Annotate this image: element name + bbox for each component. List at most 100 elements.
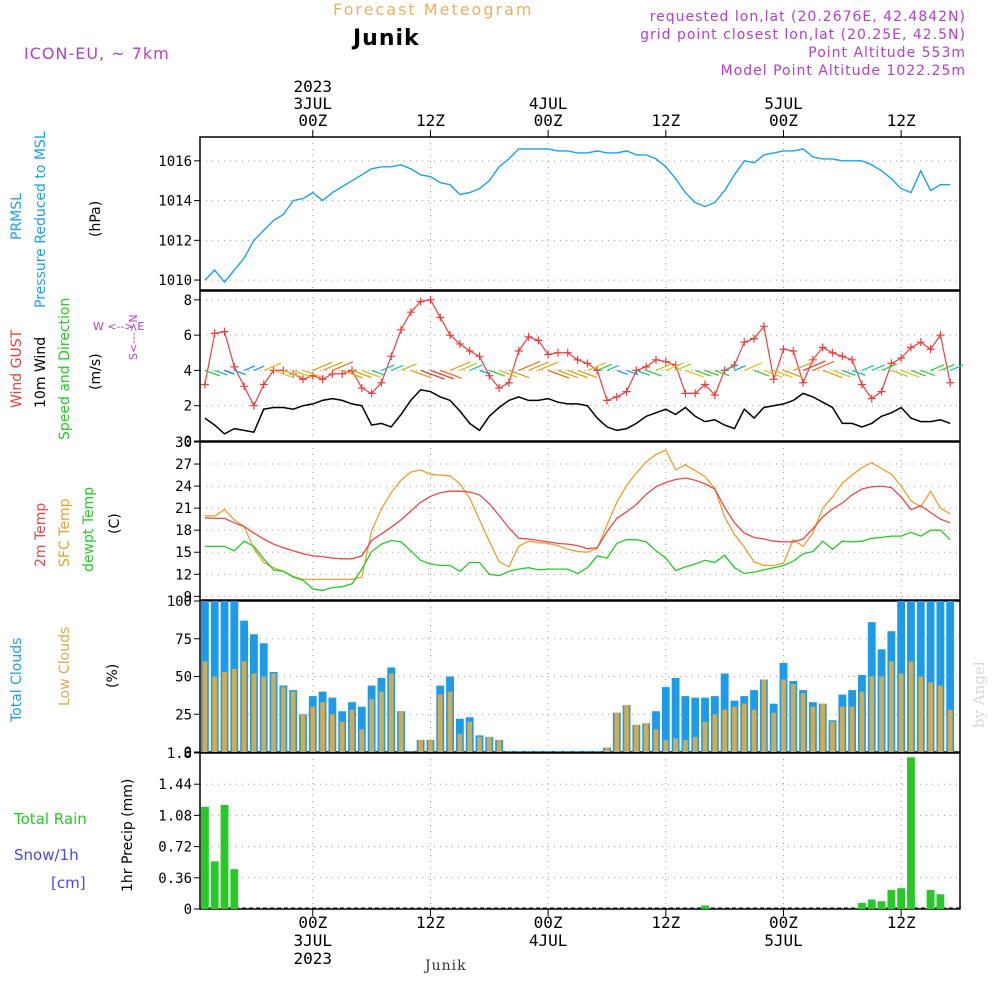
y-tick-label: 1.8	[167, 746, 192, 762]
gust-point	[563, 348, 572, 357]
wind-direction-arrow	[734, 365, 746, 372]
total-cloud-bar	[593, 751, 602, 752]
low-cloud-bar	[663, 739, 669, 752]
rain-bar	[200, 806, 209, 909]
total-cloud-bar	[406, 751, 415, 752]
gust-point	[416, 297, 425, 306]
wind-direction-arrow	[390, 364, 404, 372]
low-cloud-bar	[251, 673, 257, 752]
temp-unit: (C)	[107, 513, 123, 534]
low-cloud-bar	[869, 676, 875, 752]
low-cloud-bar	[477, 736, 482, 752]
y-tick-label: 100	[167, 594, 192, 610]
gust-point	[220, 327, 229, 336]
gust-point	[377, 378, 386, 387]
low-cloud-bar	[839, 706, 845, 752]
y-tick-label: 0.72	[158, 840, 192, 856]
time-label-bottom: 2023	[294, 949, 333, 968]
low-cloud-bar	[800, 693, 806, 752]
low-cloud-bar	[741, 703, 747, 752]
y-tick-label: 27	[175, 457, 192, 473]
y-tick-label: 12	[175, 567, 192, 583]
gust-line	[204, 299, 951, 408]
wind-direction-arrow	[763, 369, 783, 378]
credit-watermark: by Angel	[970, 661, 988, 728]
gust-point	[387, 352, 396, 361]
gust-point	[210, 329, 219, 338]
y-tick-label: 30	[175, 435, 192, 451]
y-tick-label: 8	[184, 293, 192, 309]
rain-bar	[897, 888, 906, 909]
wind-direction-arrow	[851, 369, 866, 376]
total-cloud-bar	[504, 751, 513, 752]
time-label-top: 3JUL	[294, 94, 333, 113]
wind-direction-arrow	[214, 369, 228, 376]
low-cloud-bar	[359, 729, 365, 752]
gust-point	[573, 355, 582, 364]
time-label-bottom: 12Z	[887, 913, 916, 932]
chart-title: Forecast Meteogram	[333, 0, 534, 19]
wind-direction-arrow	[498, 369, 518, 378]
wind-direction-arrow	[518, 360, 541, 372]
y-tick-label: 4	[184, 363, 192, 379]
rain-bar	[858, 902, 866, 909]
wind-direction-arrow	[636, 369, 650, 376]
rain-bar	[877, 901, 886, 909]
low-cloud-bar	[369, 699, 374, 752]
total-cloud-bar	[514, 751, 523, 752]
gust-point	[916, 338, 925, 347]
low-clouds-label: Low Clouds	[57, 626, 73, 706]
precip-axis-label: 1hr Precip (mm)	[120, 778, 136, 892]
low-cloud-bar	[457, 733, 463, 752]
low-cloud-bar	[702, 721, 708, 752]
gust-point	[318, 375, 327, 384]
low-cloud-bar	[643, 723, 649, 752]
wind-direction-arrow	[283, 369, 302, 378]
point-altitude: Point Altitude 553m	[808, 45, 966, 61]
wind-direction-arrow	[744, 362, 762, 372]
low-cloud-bar	[820, 703, 826, 752]
y-tick-label: 21	[175, 501, 192, 517]
wind-direction-arrow	[783, 369, 804, 379]
gust-point	[514, 347, 523, 355]
rain-bar	[867, 899, 876, 909]
wind-direction-arrow	[430, 369, 454, 380]
total-cloud-bar	[946, 601, 955, 752]
wind-direction-arrow	[479, 369, 491, 375]
wind-direction-arrow	[900, 369, 920, 378]
clouds-unit: (%)	[105, 663, 121, 688]
gust-point	[828, 348, 837, 357]
gust-point	[446, 331, 455, 340]
wind-direction-arrow	[822, 369, 843, 379]
wind-direction-arrow	[773, 369, 793, 378]
time-label-bottom: 00Z	[534, 913, 563, 932]
gust-point	[946, 378, 955, 387]
y-tick-label: 9	[184, 589, 192, 605]
low-cloud-bar	[761, 679, 767, 752]
wind-dir-label: Speed and Direction	[57, 297, 73, 440]
wind-direction-arrow	[410, 369, 432, 379]
wind-direction-arrow	[361, 369, 381, 378]
wind-direction-arrow	[793, 361, 814, 372]
low-cloud-bar	[712, 714, 718, 752]
total-cloud-bar	[573, 751, 582, 752]
gust-point	[485, 371, 494, 380]
gust-point	[495, 384, 504, 393]
wind-direction-arrow	[538, 361, 559, 372]
total-clouds-label: Total Clouds	[9, 637, 25, 722]
low-cloud-bar	[320, 702, 325, 752]
gust-point	[877, 387, 886, 396]
gust-point	[720, 366, 729, 375]
wind-direction-arrow	[557, 369, 579, 379]
wind-direction-arrow	[547, 369, 570, 379]
gust-point	[857, 380, 866, 389]
wind-direction-arrow	[655, 362, 673, 372]
wind-direction-arrow	[253, 365, 265, 372]
gust-point	[691, 389, 700, 398]
gust-point	[249, 401, 258, 410]
gust-point	[818, 343, 827, 352]
gust-point	[436, 313, 445, 322]
wind-direction-arrow	[842, 369, 856, 376]
time-label-bottom: 12Z	[416, 913, 445, 932]
gust-point	[259, 380, 268, 389]
